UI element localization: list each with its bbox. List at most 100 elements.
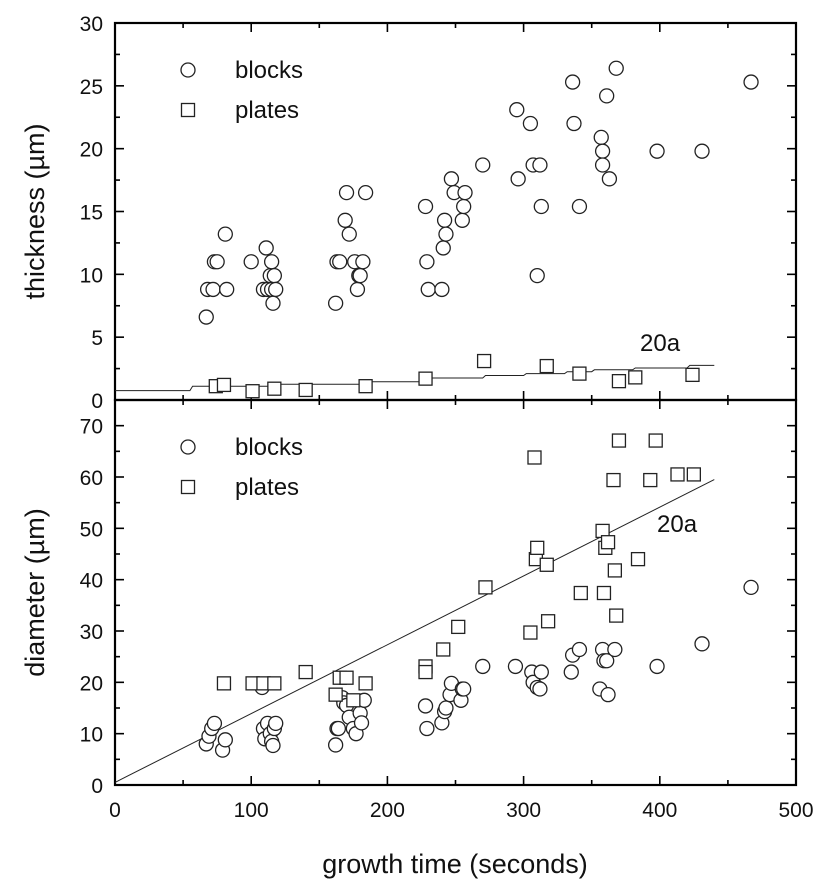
block-point (533, 664, 549, 680)
y-tick-label: 70 (80, 416, 103, 439)
plate-point (358, 379, 373, 394)
y-tick-label: 30 (80, 13, 103, 36)
legend-circle-marker (180, 62, 196, 78)
annotation-label: 20a (657, 511, 698, 538)
block-point (599, 653, 615, 669)
block-point (438, 226, 454, 242)
block-point (435, 240, 451, 256)
x-tick-label: 300 (506, 799, 541, 822)
block-point (454, 212, 470, 228)
plate-point (539, 358, 554, 374)
plate-point (606, 472, 621, 488)
plate-point (628, 370, 643, 385)
plate-point (298, 382, 313, 398)
plate-point (328, 687, 343, 702)
block-point (327, 295, 344, 311)
block-point (268, 715, 284, 732)
legend-circle-marker (180, 439, 196, 455)
block-point (564, 74, 581, 90)
y-axis-title: diameter (µm) (20, 508, 50, 677)
block-point (268, 281, 284, 298)
block-point (649, 143, 665, 159)
y-tick-label: 0 (91, 390, 103, 413)
block-point (205, 281, 221, 298)
block-point (420, 281, 436, 298)
plate-point (451, 619, 466, 635)
block-point (533, 198, 549, 215)
block-point (601, 171, 618, 187)
legend-label: plates (235, 474, 299, 501)
x-tick-label: 200 (370, 799, 405, 822)
plate-point (476, 353, 492, 369)
block-point (265, 737, 281, 754)
x-tick-label: 400 (642, 799, 677, 822)
block-point (417, 698, 434, 714)
plate-point (358, 676, 373, 691)
plate-point (436, 642, 451, 657)
block-point (266, 267, 283, 284)
block-point (522, 115, 539, 132)
plate-point (600, 535, 616, 550)
block-point (510, 171, 526, 187)
block-point (352, 267, 368, 284)
block-point (217, 732, 233, 748)
plate-point (216, 377, 232, 393)
plate-point (630, 551, 646, 567)
block-point (608, 60, 624, 76)
block-point (694, 636, 710, 652)
block-point (349, 281, 366, 298)
y-tick-label: 50 (80, 518, 103, 541)
y-tick-label: 25 (80, 76, 103, 99)
block-point (198, 309, 214, 325)
y-tick-label: 5 (91, 327, 103, 350)
plate-point (245, 384, 260, 399)
block-point (509, 102, 525, 118)
plate-point (267, 676, 282, 691)
legend-label: blocks (235, 57, 303, 84)
x-tick-label: 500 (778, 799, 813, 822)
y-tick-label: 15 (80, 202, 103, 225)
plate-point (686, 467, 701, 482)
block-point (243, 254, 259, 270)
y-tick-label: 10 (80, 264, 103, 287)
legend-label: plates (235, 97, 299, 124)
y-tick-label: 20 (80, 139, 103, 162)
legend-square-marker (180, 102, 196, 118)
y-tick-label: 10 (80, 724, 103, 747)
top-panel-thickness: 0 5 10 15 20 25 30 thickness (µm) blocks plates 20… (20, 13, 798, 413)
y-tick-label: 40 (80, 570, 103, 593)
block-point (341, 226, 357, 242)
plate-point (643, 472, 658, 488)
block-point (206, 715, 223, 732)
plate-point (607, 563, 623, 578)
block-point (263, 254, 280, 270)
block-point (566, 115, 582, 132)
plot-frame (113, 21, 798, 402)
block-point (594, 143, 611, 159)
block-point (219, 281, 235, 298)
block-point (436, 212, 453, 228)
block-point (456, 681, 472, 697)
block-point (532, 681, 548, 697)
block-point (600, 687, 616, 703)
block-point (327, 737, 344, 753)
block-point (743, 579, 759, 596)
y-tick-label: 0 (91, 775, 103, 798)
plate-point (346, 693, 361, 708)
block-point (694, 143, 710, 159)
plate-point (609, 608, 624, 623)
block-point (434, 281, 450, 298)
block-point (419, 254, 435, 270)
block-point (417, 198, 434, 215)
plate-point (572, 366, 587, 381)
plate-point (596, 585, 612, 601)
block-point (355, 254, 371, 270)
plate-point (670, 467, 685, 482)
plate-point (648, 433, 663, 448)
y-axis-title: thickness (µm) (20, 123, 50, 299)
block-point (563, 664, 579, 680)
plate-point (298, 664, 313, 680)
block-point (532, 157, 548, 173)
block-point (571, 641, 588, 658)
